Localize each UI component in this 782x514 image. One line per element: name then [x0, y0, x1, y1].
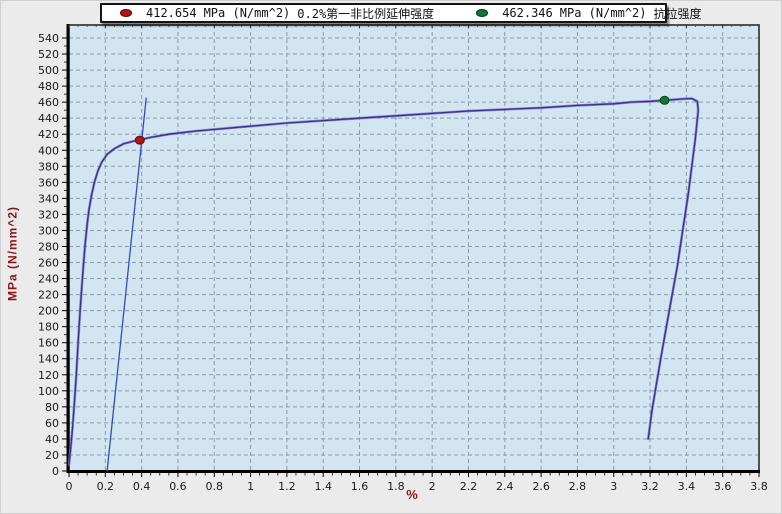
svg-text:100: 100 — [38, 385, 59, 398]
svg-text:320: 320 — [38, 208, 59, 221]
proof-strength-value: 412.654 — [146, 6, 197, 20]
svg-text:460: 460 — [38, 96, 59, 109]
svg-text:2.6: 2.6 — [532, 480, 550, 493]
proof-strength-name: 0.2%第一非比例延伸强度 — [297, 6, 435, 21]
svg-text:0: 0 — [52, 465, 59, 478]
proof-strength-unit: MPa (N/mm^2) — [203, 6, 291, 20]
svg-text:500: 500 — [38, 64, 59, 77]
svg-text:60: 60 — [45, 417, 59, 430]
svg-text:40: 40 — [45, 433, 59, 446]
svg-text:2: 2 — [429, 480, 436, 493]
svg-text:120: 120 — [38, 369, 59, 382]
tensile-strength-unit: MPa (N/mm^2) — [559, 6, 647, 20]
svg-text:520: 520 — [38, 48, 59, 61]
tensile-strength-point — [659, 95, 670, 105]
plot-background — [69, 25, 759, 471]
svg-text:80: 80 — [45, 401, 59, 414]
svg-text:360: 360 — [38, 176, 59, 189]
svg-text:440: 440 — [38, 112, 59, 125]
svg-text:140: 140 — [38, 353, 59, 366]
svg-text:400: 400 — [38, 144, 59, 157]
svg-text:220: 220 — [38, 289, 59, 302]
svg-text:0.2: 0.2 — [97, 480, 115, 493]
legend-bar: 412.654 MPa (N/mm^2) 0.2%第一非比例延伸强度 462.3… — [100, 3, 701, 23]
svg-text:1.8: 1.8 — [387, 480, 405, 493]
svg-text:3.6: 3.6 — [714, 480, 732, 493]
svg-text:2.4: 2.4 — [496, 480, 514, 493]
plot-frame — [66, 24, 760, 473]
data-series — [67, 97, 700, 472]
svg-text:160: 160 — [38, 337, 59, 350]
svg-text:3.2: 3.2 — [641, 480, 659, 493]
svg-text:1.2: 1.2 — [278, 480, 296, 493]
offset-line-0.2-percent — [106, 97, 147, 472]
legend-item-proof-strength: 412.654 MPa (N/mm^2) 0.2%第一非比例延伸强度 — [110, 5, 434, 22]
svg-text:340: 340 — [38, 192, 59, 205]
tensile-strength-name: 抗拉强度 — [653, 6, 702, 21]
svg-text:0.8: 0.8 — [206, 480, 224, 493]
legend-item-tensile-strength: 462.346 MPa (N/mm^2) 抗拉强度 — [466, 5, 701, 22]
svg-text:0.4: 0.4 — [133, 480, 151, 493]
svg-text:3: 3 — [610, 480, 617, 493]
svg-text:480: 480 — [38, 80, 59, 93]
svg-text:1.4: 1.4 — [314, 480, 332, 493]
axis-ticks — [62, 25, 760, 477]
svg-text:2.8: 2.8 — [569, 480, 587, 493]
svg-text:200: 200 — [38, 305, 59, 318]
proof-strength-marker-icon — [120, 9, 132, 17]
gridlines — [69, 25, 760, 471]
svg-text:0.6: 0.6 — [169, 480, 187, 493]
svg-text:280: 280 — [38, 240, 59, 253]
svg-text:1.6: 1.6 — [351, 480, 369, 493]
svg-text:2.2: 2.2 — [460, 480, 478, 493]
tensile-strength-value: 462.346 — [502, 6, 553, 20]
y-axis-title: MPa (N/mm^2) — [5, 205, 20, 302]
stress-strain-curve — [68, 97, 699, 466]
x-axis-title: % — [406, 487, 418, 502]
axis-tick-labels: 0 0.2 0.4 0.6 0.8 1 1.2 1.4 1.6 1.8 2 2.2 2.4 2.6 2.8 3… — [38, 32, 768, 493]
svg-text:1: 1 — [247, 480, 254, 493]
svg-text:240: 240 — [38, 273, 59, 286]
svg-text:380: 380 — [38, 160, 59, 173]
svg-text:20: 20 — [45, 449, 59, 462]
svg-text:420: 420 — [38, 128, 59, 141]
svg-text:3.4: 3.4 — [678, 480, 696, 493]
point-markers — [134, 95, 670, 145]
tensile-strength-marker-icon — [476, 9, 489, 17]
svg-text:260: 260 — [38, 257, 59, 270]
svg-text:0: 0 — [66, 480, 73, 493]
svg-text:180: 180 — [38, 321, 59, 334]
svg-text:300: 300 — [38, 224, 59, 237]
svg-text:540: 540 — [38, 32, 59, 45]
proof-strength-point — [134, 135, 145, 145]
svg-text:3.8: 3.8 — [750, 480, 768, 493]
